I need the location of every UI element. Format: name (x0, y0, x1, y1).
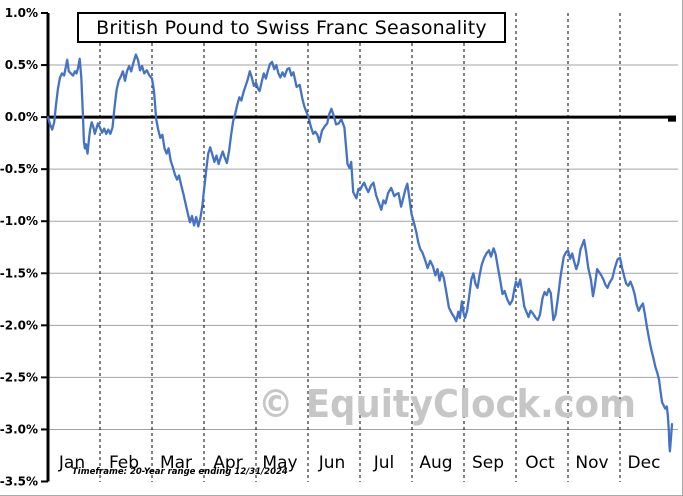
y-axis-label: -1.5% (0, 266, 38, 280)
x-axis-label-sep: Sep (472, 453, 504, 473)
x-axis-label-nov: Nov (575, 453, 608, 473)
y-axis-label: 0.0% (5, 110, 38, 124)
y-axis-label: -1.0% (0, 214, 38, 228)
y-axis-label: 1.0% (5, 6, 38, 20)
y-axis-label: -2.5% (0, 370, 38, 384)
zero-line-end-tick (668, 115, 676, 122)
x-axis-label-apr: Apr (213, 453, 242, 473)
x-axis-label-jul: Jul (373, 453, 395, 473)
x-axis-label-oct: Oct (525, 453, 555, 473)
x-axis-label-may: May (262, 453, 297, 473)
x-axis-label-jun: Jun (318, 453, 346, 473)
y-axis-label: -0.5% (0, 162, 38, 176)
watermark-text: © EquityClock.com (258, 382, 636, 426)
x-axis-label-jan: Jan (58, 453, 85, 473)
x-axis-label-mar: Mar (160, 453, 192, 473)
chart-title: British Pound to Swiss Franc Seasonality (96, 16, 487, 39)
x-axis-label-feb: Feb (109, 453, 139, 473)
x-axis-label-aug: Aug (419, 453, 452, 473)
y-axis-label: -2.0% (0, 318, 38, 332)
y-axis-label: -3.0% (0, 422, 38, 436)
chart-title-box: British Pound to Swiss Franc Seasonality (77, 12, 506, 43)
y-axis-label: -3.5% (0, 475, 38, 489)
y-axis-label: 0.5% (5, 58, 38, 72)
x-axis-label-dec: Dec (628, 453, 661, 473)
seasonality-series-line (46, 53, 674, 453)
timeframe-note: Timeframe: 20-Year range ending 12/31/20… (72, 467, 288, 477)
